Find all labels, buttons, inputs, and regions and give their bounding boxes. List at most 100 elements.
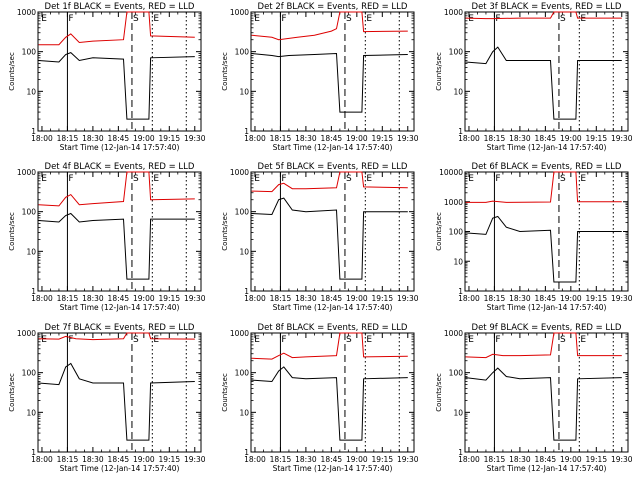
marker-label: E — [153, 14, 159, 24]
x-tick-label: 18:00 — [31, 134, 53, 143]
x-tick-label: 18:30 — [82, 294, 104, 303]
y-axis-label: Counts/sec — [435, 52, 443, 91]
chart-title: Det 2f BLACK = Events, RED = LLD — [258, 2, 408, 12]
marker-label: S — [133, 14, 139, 24]
y-tick-label: 10 — [453, 408, 463, 417]
plot-frame — [464, 11, 629, 132]
y-tick-label: 10 — [239, 247, 249, 256]
chart-panel: Det 6f BLACK = Events, RED = LLD 1 10 100 10… — [435, 162, 633, 312]
y-axis-label: Counts/sec — [8, 212, 16, 251]
x-tick-label: 19:00 — [346, 455, 368, 464]
x-tick-label: 19:15 — [158, 294, 180, 303]
lld-series-line — [251, 332, 408, 360]
y-axis-label: Counts/sec — [221, 212, 229, 251]
x-tick-label: 18:00 — [244, 294, 266, 303]
x-tick-label: 19:00 — [133, 294, 155, 303]
marker-label: E — [41, 174, 47, 184]
x-tick-label: 19:15 — [371, 294, 393, 303]
x-tick-label: 19:15 — [585, 294, 607, 303]
chart-panel: Det 2f BLACK = Events, RED = LLD 1 10 100 10… — [221, 2, 419, 152]
y-tick-label: 10 — [239, 87, 249, 96]
chart-title: Det 7f BLACK = Events, RED = LLD — [45, 323, 195, 333]
marker-label: E — [41, 335, 47, 345]
chart-panel: Det 8f BLACK = Events, RED = LLD 1 10 100 10… — [221, 323, 419, 473]
x-axis-label: Start Time (12-Jan-14 17:57:40) — [60, 464, 180, 473]
chart-title: Det 1f BLACK = Events, RED = LLD — [45, 2, 195, 12]
x-tick-label: 18:00 — [31, 294, 53, 303]
marker-label: S — [560, 14, 566, 24]
events-series-line — [38, 212, 195, 280]
x-tick-label: 18:45 — [108, 455, 130, 464]
chart-panel: Det 1f BLACK = Events, RED = LLD 1 10 100 10… — [8, 2, 206, 152]
plot-frame — [250, 11, 415, 132]
x-tick-label: 18:15 — [270, 134, 292, 143]
chart-title: Det 5f BLACK = Events, RED = LLD — [258, 162, 408, 172]
x-tick-label: 19:15 — [158, 455, 180, 464]
marker-label: E — [153, 174, 159, 184]
x-tick-label: 19:00 — [133, 134, 155, 143]
y-axis-label: Counts/sec — [8, 373, 16, 412]
y-tick-label: 1000 — [444, 8, 463, 17]
marker-label: F — [281, 335, 286, 345]
chart-panel: Det 9f BLACK = Events, RED = LLD 1 10 100 10… — [435, 323, 633, 473]
y-tick-label: 1 — [31, 127, 36, 136]
x-tick-label: 18:30 — [509, 134, 531, 143]
x-axis-label: Start Time (12-Jan-14 17:57:40) — [273, 303, 393, 312]
x-tick-label: 18:15 — [270, 294, 292, 303]
x-tick-label: 19:30 — [184, 134, 206, 143]
y-axis-label: Counts/sec — [435, 212, 443, 251]
x-tick-label: 18:15 — [57, 455, 79, 464]
marker-label: E — [366, 335, 372, 345]
x-tick-label: 19:30 — [184, 294, 206, 303]
marker-label: S — [133, 335, 139, 345]
events-series-line — [251, 197, 408, 280]
x-tick-label: 19:30 — [397, 134, 419, 143]
x-tick-label: 18:30 — [82, 455, 104, 464]
x-tick-label: 18:15 — [484, 134, 506, 143]
x-tick-label: 18:45 — [535, 294, 557, 303]
x-tick-label: 18:15 — [57, 134, 79, 143]
marker-label: F — [68, 14, 73, 24]
y-axis-label: Counts/sec — [221, 373, 229, 412]
x-tick-label: 18:45 — [321, 455, 343, 464]
chart-panel: Det 5f BLACK = Events, RED = LLD 1 10 100 10… — [221, 162, 419, 312]
marker-label: E — [580, 174, 586, 184]
y-axis-label: Counts/sec — [8, 52, 16, 91]
x-tick-label: 18:15 — [57, 294, 79, 303]
y-axis-label: Counts/sec — [221, 52, 229, 91]
x-axis-label: Start Time (12-Jan-14 17:57:40) — [273, 464, 393, 473]
x-tick-label: 18:30 — [295, 134, 317, 143]
x-tick-label: 18:45 — [321, 294, 343, 303]
y-tick-label: 1000 — [230, 8, 249, 17]
plot-frame — [464, 332, 629, 453]
y-tick-label: 1 — [244, 287, 249, 296]
x-tick-label: 19:30 — [611, 134, 633, 143]
y-tick-label: 100 — [235, 208, 250, 217]
y-tick-label: 100 — [22, 208, 37, 217]
events-series-line — [465, 367, 622, 441]
marker-label: S — [133, 174, 139, 184]
chart-title: Det 9f BLACK = Events, RED = LLD — [472, 323, 622, 333]
chart-panel: Det 4f BLACK = Events, RED = LLD 1 10 100 10… — [8, 162, 206, 312]
x-axis-label: Start Time (12-Jan-14 17:57:40) — [273, 143, 393, 152]
y-tick-label: 1000 — [17, 8, 36, 17]
x-tick-label: 19:30 — [397, 455, 419, 464]
lld-series-line — [465, 11, 622, 20]
plot-frame — [37, 332, 202, 453]
marker-label: E — [41, 14, 47, 24]
marker-label: S — [346, 335, 352, 345]
lld-series-line — [251, 11, 408, 41]
marker-label: E — [254, 14, 260, 24]
marker-label: F — [495, 335, 500, 345]
y-tick-label: 10 — [453, 87, 463, 96]
marker-label: E — [580, 14, 586, 24]
x-tick-label: 19:30 — [397, 294, 419, 303]
events-series-line — [251, 366, 408, 441]
marker-label: F — [281, 174, 286, 184]
y-tick-label: 1000 — [230, 168, 249, 177]
lld-series-line — [251, 171, 408, 193]
chart-title: Det 4f BLACK = Events, RED = LLD — [45, 162, 195, 172]
y-tick-label: 100 — [22, 48, 37, 57]
x-tick-label: 18:00 — [31, 455, 53, 464]
